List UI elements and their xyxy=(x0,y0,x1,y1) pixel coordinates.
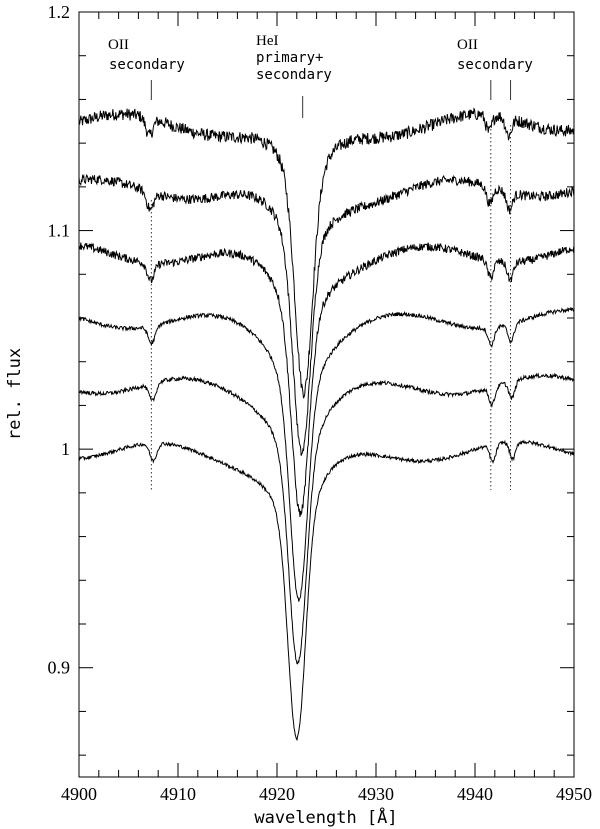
annotation-oii-right: OII secondary xyxy=(457,37,533,73)
y-tick-label: 1.2 xyxy=(48,2,71,22)
y-axis-title: rel. flux xyxy=(5,348,25,440)
x-tick-label: 4910 xyxy=(160,784,196,804)
spectrum-line xyxy=(78,107,575,399)
tick-labels: 4900 4910 4920 4930 4940 4950 0.9 1 1.1 1.2 xyxy=(48,2,593,804)
x-tick-label: 4930 xyxy=(358,784,394,804)
annotation-oii-right-species: OII xyxy=(457,37,478,53)
annotation-hei-label: primary+ xyxy=(256,50,323,66)
x-tick-label: 4940 xyxy=(457,784,493,804)
spectrum-line xyxy=(78,439,575,742)
x-axis-title: wavelength [Å] xyxy=(254,806,397,828)
y-tick-label: 1.1 xyxy=(48,221,71,241)
plot-frame xyxy=(78,11,575,778)
axis-ticks xyxy=(78,11,575,777)
spectra-series xyxy=(78,107,575,742)
annotation-hei: HeI primary+ secondary xyxy=(256,33,332,83)
annotation-hei-species: HeI xyxy=(256,33,279,49)
spectrum-line xyxy=(78,242,575,517)
y-tick-label: 0.9 xyxy=(48,658,71,678)
y-tick-label: 1 xyxy=(61,439,70,459)
annotation-hei-label2: secondary xyxy=(256,67,332,83)
spectrum-line xyxy=(78,173,575,456)
x-tick-label: 4920 xyxy=(259,784,295,804)
spectrum-line xyxy=(78,306,575,602)
annotation-oii-left: OII secondary xyxy=(108,37,185,73)
x-tick-label: 4950 xyxy=(556,784,592,804)
annotation-oii-right-label: secondary xyxy=(457,57,533,73)
x-tick-label: 4900 xyxy=(61,784,97,804)
feature-guide-lines xyxy=(150,80,512,490)
annotation-oii-left-label: secondary xyxy=(109,57,185,73)
annotation-oii-left-species: OII xyxy=(108,37,129,53)
spectrum-line xyxy=(78,372,575,665)
